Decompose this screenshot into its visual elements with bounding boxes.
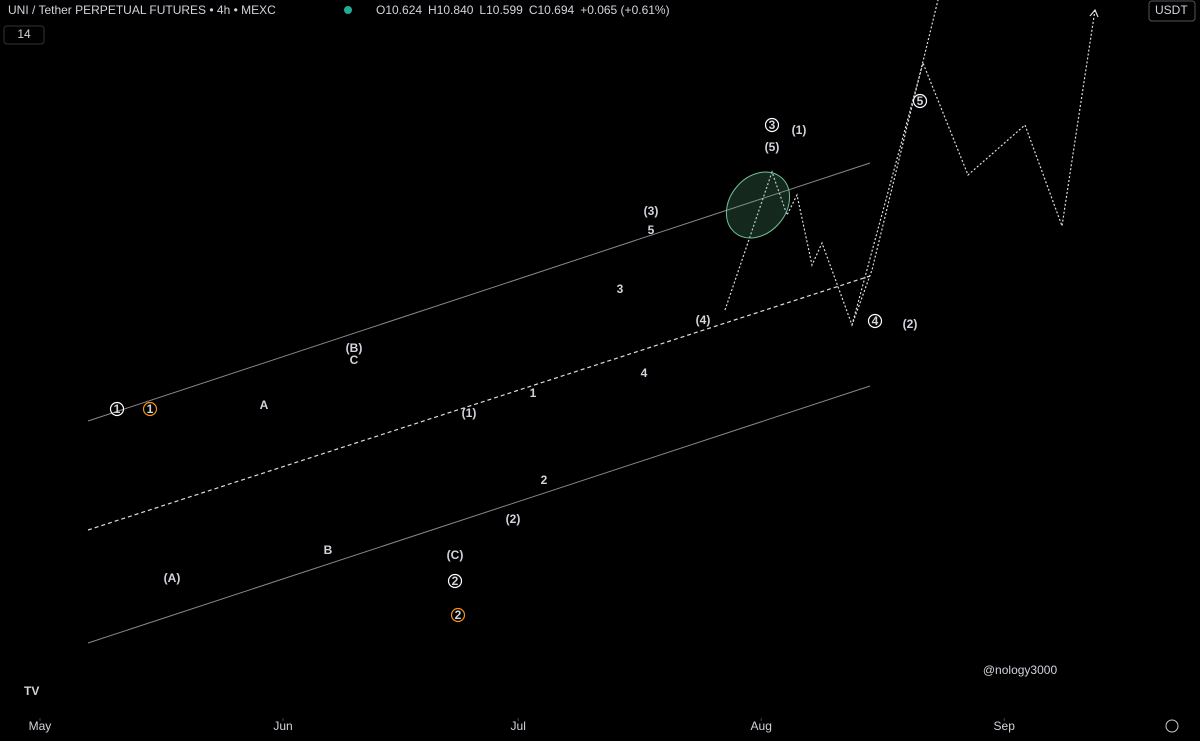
wave-label: 1 (530, 386, 537, 400)
arrow-head (1089, 8, 1099, 18)
wave-label: A (260, 398, 269, 412)
wave-label: (C) (447, 548, 464, 562)
status-dot (344, 6, 352, 14)
wave-circle (142, 401, 158, 417)
wave-label: (1) (462, 406, 477, 420)
x-tick-label: Jun (273, 719, 292, 733)
wave-label: 4 (641, 366, 648, 380)
x-tick-label: May (29, 719, 52, 733)
wave-circle (109, 401, 125, 417)
wave-label: C (350, 353, 359, 367)
wave-label: B (324, 543, 333, 557)
indicator-value: 14 (17, 27, 31, 41)
wave-label: (1) (792, 123, 807, 137)
channel-lower (87, 385, 871, 644)
wave-circle (764, 117, 780, 133)
currency: USDT (1155, 3, 1188, 17)
settings-icon[interactable] (1165, 719, 1179, 733)
wave-circle (867, 313, 883, 329)
change: +0.065 (+0.61%) (580, 3, 669, 17)
wave-label: 2 (452, 574, 459, 588)
logo: TV (24, 684, 39, 698)
wave-label: (2) (903, 317, 918, 331)
wave-label: 5 (917, 94, 924, 108)
wave-label: 5 (648, 223, 655, 237)
price-axis (1143, 0, 1200, 741)
wave-label: 4 (872, 314, 879, 328)
target-ellipse (725, 171, 791, 239)
channel-upper (87, 162, 871, 422)
wave-label: 1 (114, 402, 121, 416)
wave-label: (2) (506, 512, 521, 526)
watermark: @nology3000 (983, 663, 1058, 677)
indicator-box[interactable] (3, 25, 45, 45)
ohlc-value: L10.599 (479, 3, 523, 17)
wave-circle (447, 573, 463, 589)
wave-label: (B) (346, 341, 363, 355)
currency-button[interactable] (1148, 0, 1196, 22)
wave-label: 3 (769, 118, 776, 132)
ohlc: O10.624 H10.840 L10.599 C10.694 +0.065 (+0.6… (376, 3, 670, 17)
wave-label: 1 (147, 402, 154, 416)
wave-label: 3 (617, 282, 624, 296)
ohlc-value: H10.840 (428, 3, 474, 17)
wave-label: (4) (696, 313, 711, 327)
wave-circle (450, 607, 466, 623)
wave-label: 2 (455, 608, 462, 622)
ohlc-value: C10.694 (529, 3, 575, 17)
wave-label: 2 (541, 473, 548, 487)
projection (724, 0, 939, 327)
wave-label: (A) (164, 571, 181, 585)
ohlc-value: O10.624 (376, 3, 422, 17)
wave-circle (912, 93, 928, 109)
x-tick-label: Aug (751, 719, 772, 733)
wave-label: (5) (765, 140, 780, 154)
x-tick-label: Sep (994, 719, 1016, 733)
x-tick-label: Jul (511, 719, 526, 733)
header-title: UNI / Tether PERPETUAL FUTURES • 4h • ME… (8, 3, 276, 17)
wave-label: (3) (644, 204, 659, 218)
